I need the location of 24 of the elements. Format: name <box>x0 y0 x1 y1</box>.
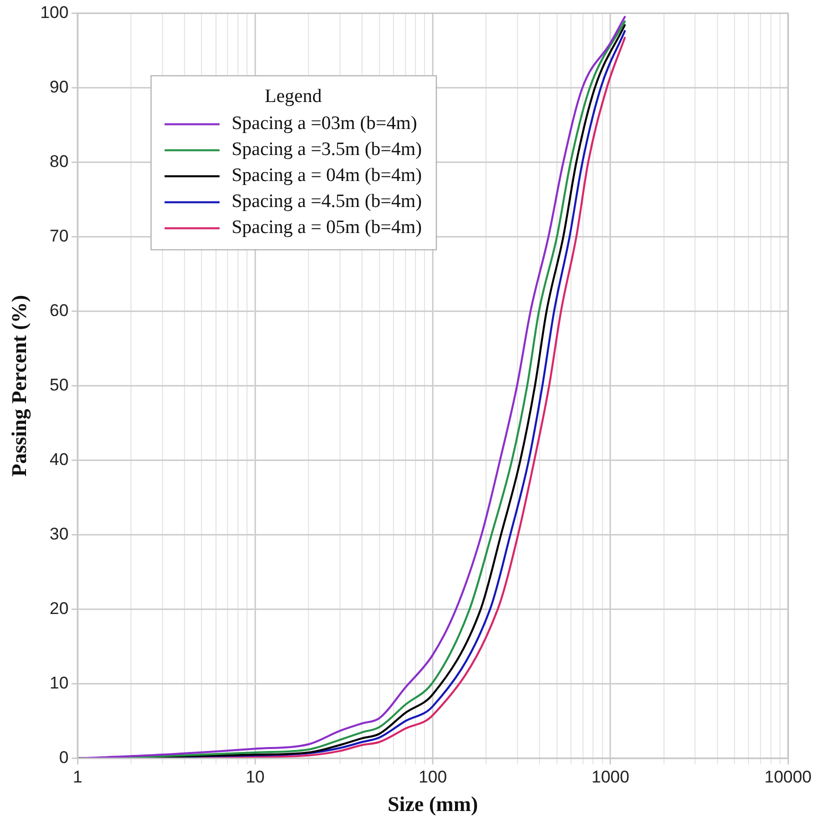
y-tick-label: 20 <box>50 599 69 618</box>
y-tick-label: 50 <box>50 375 69 394</box>
x-tick-label: 10 <box>246 767 265 786</box>
y-tick-label: 80 <box>50 152 69 171</box>
legend-label: Spacing a =03m (b=4m) <box>232 113 418 134</box>
y-tick-label: 30 <box>50 524 69 544</box>
legend-label: Spacing a = 04m (b=4m) <box>232 165 422 186</box>
y-tick-label: 60 <box>50 300 69 320</box>
x-tick-label: 1000 <box>591 767 630 786</box>
legend-label: Spacing a =3.5m (b=4m) <box>232 139 422 160</box>
legend-label: Spacing a = 05m (b=4m) <box>232 217 422 238</box>
y-tick-label: 100 <box>40 2 69 22</box>
x-tick-label: 10000 <box>764 767 812 786</box>
y-tick-label: 90 <box>50 77 69 96</box>
x-tick-label: 1 <box>72 767 82 786</box>
x-axis-title: Size (mm) <box>388 792 478 816</box>
y-axis-title: Passing Percent (%) <box>7 295 32 477</box>
y-tick-label: 40 <box>50 450 69 470</box>
legend-label: Spacing a =4.5m (b=4m) <box>232 191 422 212</box>
y-tick-label: 0 <box>59 748 69 768</box>
x-tick-label: 100 <box>418 767 447 786</box>
y-tick-label: 70 <box>50 226 69 246</box>
legend-title: Legend <box>264 86 322 108</box>
y-tick-label: 10 <box>50 674 69 693</box>
